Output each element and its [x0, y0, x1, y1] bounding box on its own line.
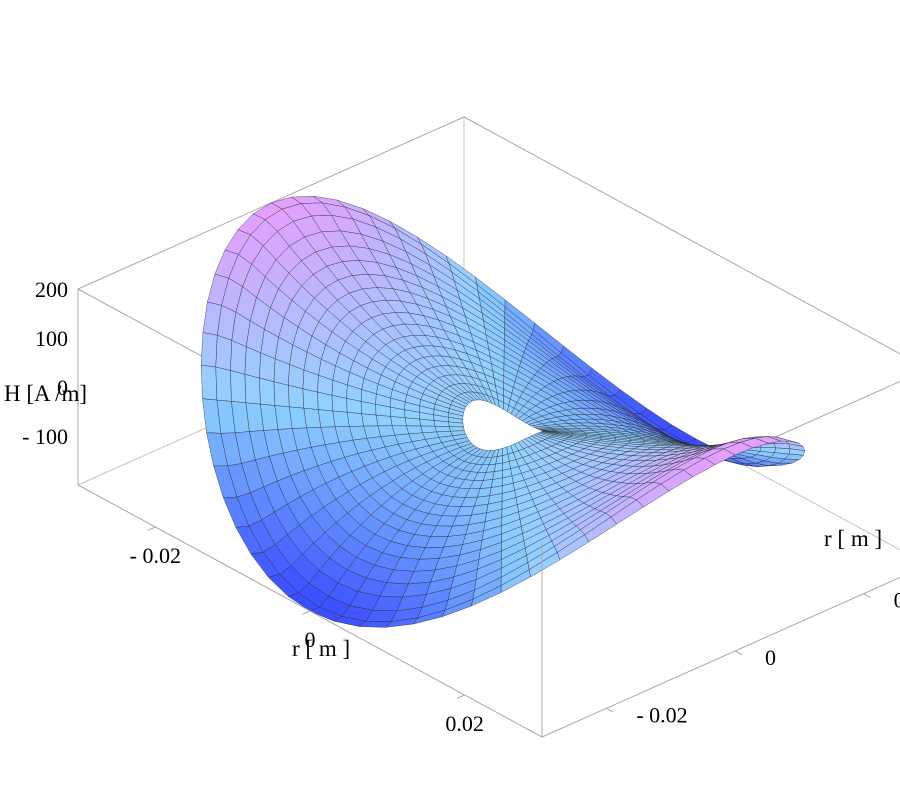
surface-cell	[420, 425, 437, 434]
x-tick-mark	[302, 610, 311, 615]
y-tick-label: 0.02	[894, 588, 900, 613]
y-tick-label: - 0.02	[636, 702, 687, 727]
y-tick-mark	[734, 650, 743, 656]
surface-mesh	[200, 195, 806, 628]
box-edge	[463, 116, 900, 355]
surface-cell	[773, 443, 791, 449]
surface-cell	[200, 364, 218, 401]
surface-cell	[215, 334, 233, 371]
y-axis-label: r [ m ]	[824, 526, 882, 551]
surface-cell	[317, 409, 336, 428]
y-tick-mark	[606, 707, 614, 713]
x-tick-label: 0.02	[445, 711, 484, 736]
surface-cell	[230, 370, 247, 404]
surface-cell	[274, 405, 293, 430]
y-tick-label: 0	[765, 645, 776, 670]
surface-cell	[303, 407, 322, 429]
surface-cell	[434, 425, 451, 433]
x-tick-mark	[456, 694, 465, 699]
surface-cell	[200, 332, 218, 368]
x-tick-mark	[147, 526, 156, 531]
x-tick-label: 0	[305, 627, 316, 652]
z-tick-label: 100	[35, 326, 68, 351]
surface-cell	[406, 425, 423, 435]
surface-cell	[390, 416, 407, 427]
surface-cell	[346, 412, 364, 427]
z-tick-label: - 100	[22, 424, 68, 449]
surface-cell	[215, 366, 232, 402]
z-axis-label: H [A /m]	[4, 381, 87, 406]
surface-cell	[636, 483, 670, 508]
z-tick-label: 200	[35, 277, 68, 302]
surface-cell	[259, 377, 276, 406]
surface-cell	[317, 391, 333, 412]
surface-cell	[375, 414, 393, 427]
y-tick-mark	[863, 593, 871, 598]
x-axis-label: r [ m ]	[292, 636, 350, 661]
surface-cell	[331, 394, 348, 413]
box-edge	[541, 576, 900, 738]
surface-cell	[419, 418, 436, 427]
surface-cell	[273, 381, 290, 408]
surface-cell	[404, 417, 421, 427]
surface-cell	[302, 388, 319, 410]
axis-ticks: 200 100 0 - 100 - 0.02 0 0.02 - 0.02 0 0.02	[22, 277, 900, 736]
surface-cell	[448, 426, 465, 432]
surface-cell	[288, 384, 305, 409]
z-tick-label: 0	[57, 375, 68, 400]
surface-cell	[332, 410, 350, 428]
surface-cell	[230, 340, 247, 375]
surface-cell	[244, 373, 261, 405]
surface-cell	[361, 413, 379, 427]
x-tick-label: - 0.02	[130, 543, 181, 568]
